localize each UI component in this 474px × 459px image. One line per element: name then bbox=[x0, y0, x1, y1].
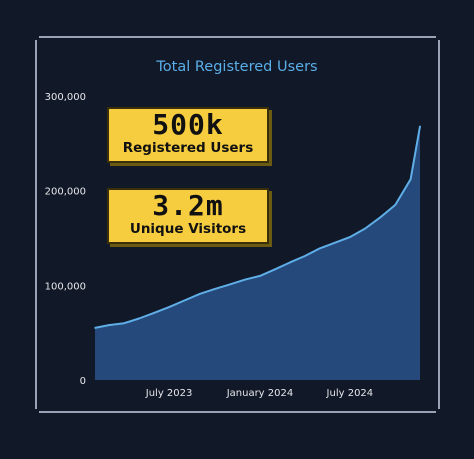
x-tick-label: July 2024 bbox=[326, 388, 374, 399]
data-point bbox=[274, 268, 277, 271]
data-point bbox=[108, 324, 110, 326]
unique-visitors-label: Unique Visitors bbox=[129, 221, 247, 237]
registered-users-label: Registered Users bbox=[122, 140, 254, 156]
registered-users-value: 500k bbox=[152, 108, 224, 141]
y-tick-label: 100,000 bbox=[45, 281, 86, 292]
frame-corner bbox=[33, 409, 39, 415]
x-tick-label: January 2024 bbox=[226, 388, 294, 399]
data-point bbox=[153, 312, 156, 314]
data-point bbox=[259, 275, 261, 277]
data-point bbox=[364, 227, 367, 230]
y-axis: 0 100,000 200,000 300,000 bbox=[45, 92, 86, 387]
data-point bbox=[334, 241, 336, 244]
frame-corner bbox=[436, 34, 442, 40]
chart-title: Total Registered Users bbox=[155, 59, 317, 75]
data-point bbox=[138, 317, 140, 320]
y-tick-label: 300,000 bbox=[45, 92, 86, 103]
data-point bbox=[123, 322, 125, 325]
data-point bbox=[379, 216, 382, 218]
y-tick-label: 200,000 bbox=[45, 187, 86, 198]
y-tick-label: 0 bbox=[80, 376, 86, 387]
data-point bbox=[288, 261, 291, 264]
data-point bbox=[213, 288, 216, 290]
data-point bbox=[318, 247, 321, 250]
area-fill bbox=[95, 126, 420, 380]
unique-visitors-card: 3.2m Unique Visitors bbox=[107, 188, 269, 244]
data-point bbox=[349, 236, 351, 238]
frame-corner bbox=[436, 409, 442, 415]
data-point bbox=[183, 299, 186, 302]
data-point bbox=[229, 283, 231, 286]
data-point bbox=[419, 125, 421, 128]
chart-marks bbox=[94, 125, 421, 380]
frame-corner bbox=[33, 34, 39, 40]
data-point bbox=[168, 306, 170, 308]
data-point bbox=[243, 278, 246, 281]
data-point bbox=[94, 327, 96, 329]
pixel-frame bbox=[33, 34, 442, 415]
frame-border bbox=[35, 36, 440, 413]
data-point bbox=[304, 255, 306, 257]
x-tick-label: July 2023 bbox=[145, 388, 193, 399]
data-point bbox=[409, 178, 412, 181]
x-axis: July 2023 January 2024 July 2024 bbox=[145, 388, 373, 399]
data-point bbox=[198, 293, 201, 295]
data-point bbox=[394, 204, 397, 206]
registered-users-card: 500k Registered Users bbox=[107, 107, 269, 163]
unique-visitors-value: 3.2m bbox=[152, 189, 224, 222]
